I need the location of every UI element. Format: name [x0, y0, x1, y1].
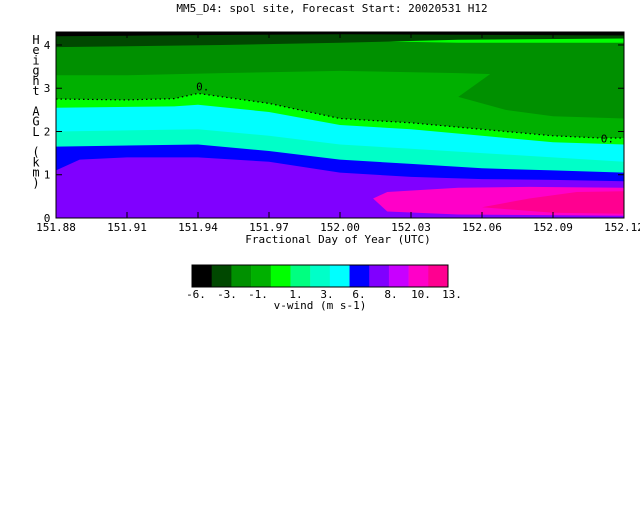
y-axis-label-char: L — [32, 125, 39, 139]
x-tick-label: 151.97 — [249, 221, 289, 234]
colorbar-swatch — [270, 265, 291, 287]
y-axis-label-char: H — [32, 33, 39, 47]
x-tick-label: 152.12 — [604, 221, 640, 234]
y-axis-label-char: i — [32, 53, 39, 67]
y-axis-label-char: h — [32, 74, 39, 88]
colorbar-tick-label: 6. — [352, 288, 365, 301]
colorbar-tick-label: 8. — [384, 288, 397, 301]
y-axis-label-char: G — [32, 115, 39, 129]
chart-title: MM5_D4: spol site, Forecast Start: 20020… — [176, 2, 487, 15]
colorbar-tick-label: -6. — [186, 288, 206, 301]
y-axis-label-char: ( — [32, 145, 39, 159]
colorbar-label: v-wind (m s-1) — [274, 299, 367, 312]
x-tick-label: 152.06 — [462, 221, 502, 234]
colorbar-swatch — [231, 265, 252, 287]
colorbar-swatch — [349, 265, 370, 287]
colorbar-swatch — [211, 265, 232, 287]
colorbar-swatch — [192, 265, 212, 287]
zero-contour-label: 0. — [601, 132, 614, 145]
colorbar-frame — [191, 264, 449, 288]
x-tick-label: 152.00 — [320, 221, 360, 234]
colorbar-tick-label: 3. — [320, 288, 333, 301]
contour-region-5 — [482, 191, 624, 214]
x-tick-label: 151.94 — [178, 221, 218, 234]
y-axis: 0 1 2 3 4 — [44, 39, 624, 225]
colorbar-swatch — [428, 265, 449, 287]
y-tick-label: 0 — [44, 212, 51, 225]
y-tick-label: 1 — [44, 169, 51, 182]
colorbar-swatch — [408, 265, 429, 287]
colorbar-swatch — [369, 265, 390, 287]
colorbar-swatch — [290, 265, 311, 287]
y-axis-label-char: m — [32, 166, 39, 180]
contour-region-6 — [56, 60, 624, 138]
colorbar — [191, 264, 449, 288]
x-axis: 151.88 151.91 151.94 151.97 152.00 152.03 152.… — [36, 32, 640, 234]
x-tick-label: 151.88 — [36, 221, 76, 234]
y-axis-label-char: g — [32, 64, 39, 78]
colorbar-tick-label: 1. — [289, 288, 302, 301]
contour-layer: 0. 0. — [55, 80, 624, 145]
colorbar-swatch — [388, 265, 409, 287]
x-tick-label: 151.91 — [107, 221, 147, 234]
y-axis-label-char: ) — [32, 176, 39, 190]
colorbar-tick-label: 10. — [411, 288, 431, 301]
y-axis-label-char: k — [32, 155, 40, 169]
x-tick-label: 152.03 — [391, 221, 431, 234]
colorbar-swatch — [251, 265, 272, 287]
x-tick-label: 152.09 — [533, 221, 573, 234]
colorbar-tick-label: -1. — [248, 288, 268, 301]
y-axis-label-char: A — [32, 104, 40, 118]
contour-region-7 — [56, 40, 624, 80]
colorbar-ticks: -6. -3. -1. 1. 3. 6. 8. 10. 13. — [186, 288, 462, 301]
colorbar-tick-label: -3. — [217, 288, 237, 301]
colorbar-tick-label: 13. — [442, 288, 462, 301]
y-axis-label-char: e — [32, 43, 39, 57]
y-tick-label: 3 — [44, 82, 51, 95]
contour-region-8 — [458, 73, 624, 119]
colorbar-swatch — [329, 265, 350, 287]
y-axis-label-char: t — [32, 84, 39, 98]
y-tick-label: 2 — [44, 125, 51, 138]
zero-contour-label: 0. — [196, 80, 209, 93]
x-axis-label: Fractional Day of Year (UTC) — [245, 233, 430, 246]
plot-area — [56, 32, 624, 218]
y-tick-label: 4 — [44, 39, 51, 52]
colorbar-swatch — [310, 265, 331, 287]
